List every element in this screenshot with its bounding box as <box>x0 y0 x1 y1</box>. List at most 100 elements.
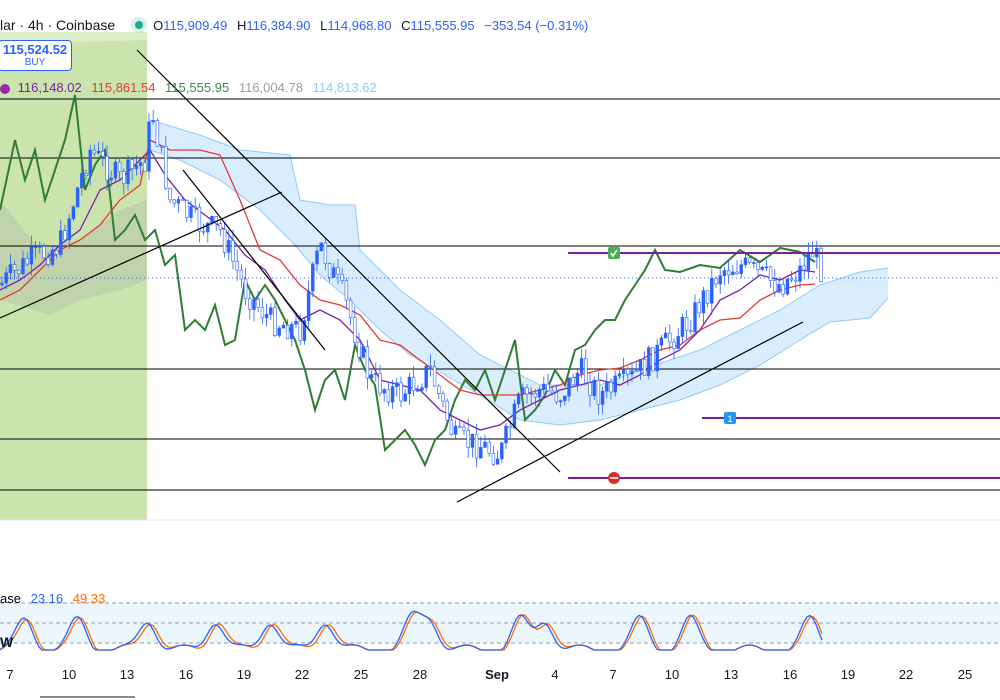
ichimoku-lagging-value: 115,555.95 <box>165 80 230 95</box>
check-icon-mark <box>610 249 618 258</box>
ichimoku-span-b-value: 114,813.62 <box>312 80 377 95</box>
candle-43 <box>180 199 185 201</box>
stoch-k-line <box>0 610 823 651</box>
candle-61 <box>256 298 260 308</box>
buy-label: BUY <box>24 57 46 68</box>
trend-line-3 <box>456 321 804 503</box>
candle-142 <box>596 379 601 405</box>
candle-54 <box>227 240 231 253</box>
time-axis-label: 22 <box>898 667 914 682</box>
candle-77 <box>323 242 328 264</box>
candle-69 <box>290 323 294 340</box>
candle-119 <box>500 442 504 460</box>
candle-143 <box>600 390 605 405</box>
time-axis-label: 10 <box>61 667 77 682</box>
time-axis-label: 19 <box>236 667 252 682</box>
candle-121 <box>508 425 512 429</box>
candle-176 <box>739 264 743 275</box>
candle-89 <box>374 373 378 375</box>
time-axis-label: 16 <box>178 667 194 682</box>
low-label: L <box>320 17 328 33</box>
candle-172 <box>722 270 727 276</box>
candle-63 <box>264 314 269 319</box>
candle-144 <box>605 382 609 392</box>
base-line <box>0 139 816 396</box>
candle-29 <box>122 171 126 184</box>
candle-11 <box>46 257 50 265</box>
candle-177 <box>743 257 748 266</box>
candle-24 <box>101 150 105 157</box>
change-value: −353.54 (−0.31%) <box>484 17 589 33</box>
candle-110 <box>462 426 466 431</box>
candle-10 <box>42 246 46 259</box>
candle-184 <box>773 280 777 293</box>
candle-182 <box>764 266 769 269</box>
close-value: 115,555.95 <box>410 17 475 33</box>
candle-80 <box>336 267 340 275</box>
candle-157 <box>659 337 664 346</box>
candle-4 <box>17 270 21 275</box>
candle-35 <box>147 121 151 172</box>
candle-195 <box>819 247 823 282</box>
candle-84 <box>353 317 357 343</box>
candle-65 <box>273 307 277 336</box>
candle-1 <box>4 272 8 284</box>
candle-104 <box>437 385 441 394</box>
candle-173 <box>726 270 731 276</box>
candle-19 <box>80 173 84 189</box>
candle-66 <box>277 327 281 336</box>
trend-line-0 <box>0 191 283 319</box>
buy-button[interactable]: 115,524.52 BUY <box>0 40 72 71</box>
candle-93 <box>390 386 395 403</box>
candle-6 <box>25 258 29 265</box>
open-label: O <box>153 17 164 33</box>
candle-120 <box>504 425 508 444</box>
candle-81 <box>340 273 344 281</box>
candle-131 <box>550 390 554 394</box>
candle-102 <box>428 365 433 368</box>
candle-64 <box>269 307 273 315</box>
candle-31 <box>130 159 134 169</box>
candle-36 <box>151 120 155 123</box>
candle-79 <box>332 267 336 278</box>
indicator-settings-icon[interactable] <box>0 83 10 94</box>
candle-49 <box>206 222 210 233</box>
time-axis-label: 4 <box>551 667 559 682</box>
candle-105 <box>441 393 445 402</box>
candle-115 <box>483 441 487 448</box>
candle-191 <box>802 265 806 271</box>
time-axis-label: 13 <box>723 667 739 682</box>
candle-138 <box>579 358 584 374</box>
candle-21 <box>88 149 92 176</box>
candle-91 <box>382 389 386 394</box>
candle-71 <box>298 320 302 341</box>
candle-153 <box>642 359 647 377</box>
high-label: H <box>237 17 247 33</box>
candle-187 <box>785 278 790 295</box>
candle-101 <box>424 365 428 388</box>
trend-line-1 <box>136 49 561 473</box>
candle-13 <box>54 249 59 255</box>
candle-164 <box>689 330 693 333</box>
symbol-title[interactable]: lar · 4h · Coinbase <box>0 17 116 33</box>
candle-145 <box>609 382 613 393</box>
candle-141 <box>592 379 596 396</box>
candle-38 <box>159 145 164 148</box>
time-axis-label: Sep <box>485 667 509 682</box>
candle-34 <box>143 162 147 172</box>
candle-25 <box>105 156 109 181</box>
time-axis[interactable]: 7 10 13 16 19 22 25 28 Sep 4 7 10 13 16 19 22 25 <box>0 667 1000 687</box>
stoch-name[interactable]: ase <box>0 591 21 606</box>
candle-48 <box>201 230 206 233</box>
candle-86 <box>361 346 365 358</box>
stoch-k-value: 23.16 <box>30 591 64 606</box>
candle-96 <box>403 393 407 402</box>
candle-127 <box>533 392 538 398</box>
candle-26 <box>109 177 113 181</box>
candle-90 <box>378 373 382 394</box>
cloud-span-b <box>149 149 889 426</box>
candle-5 <box>21 258 25 275</box>
candle-55 <box>231 240 235 262</box>
candle-148 <box>621 369 626 375</box>
